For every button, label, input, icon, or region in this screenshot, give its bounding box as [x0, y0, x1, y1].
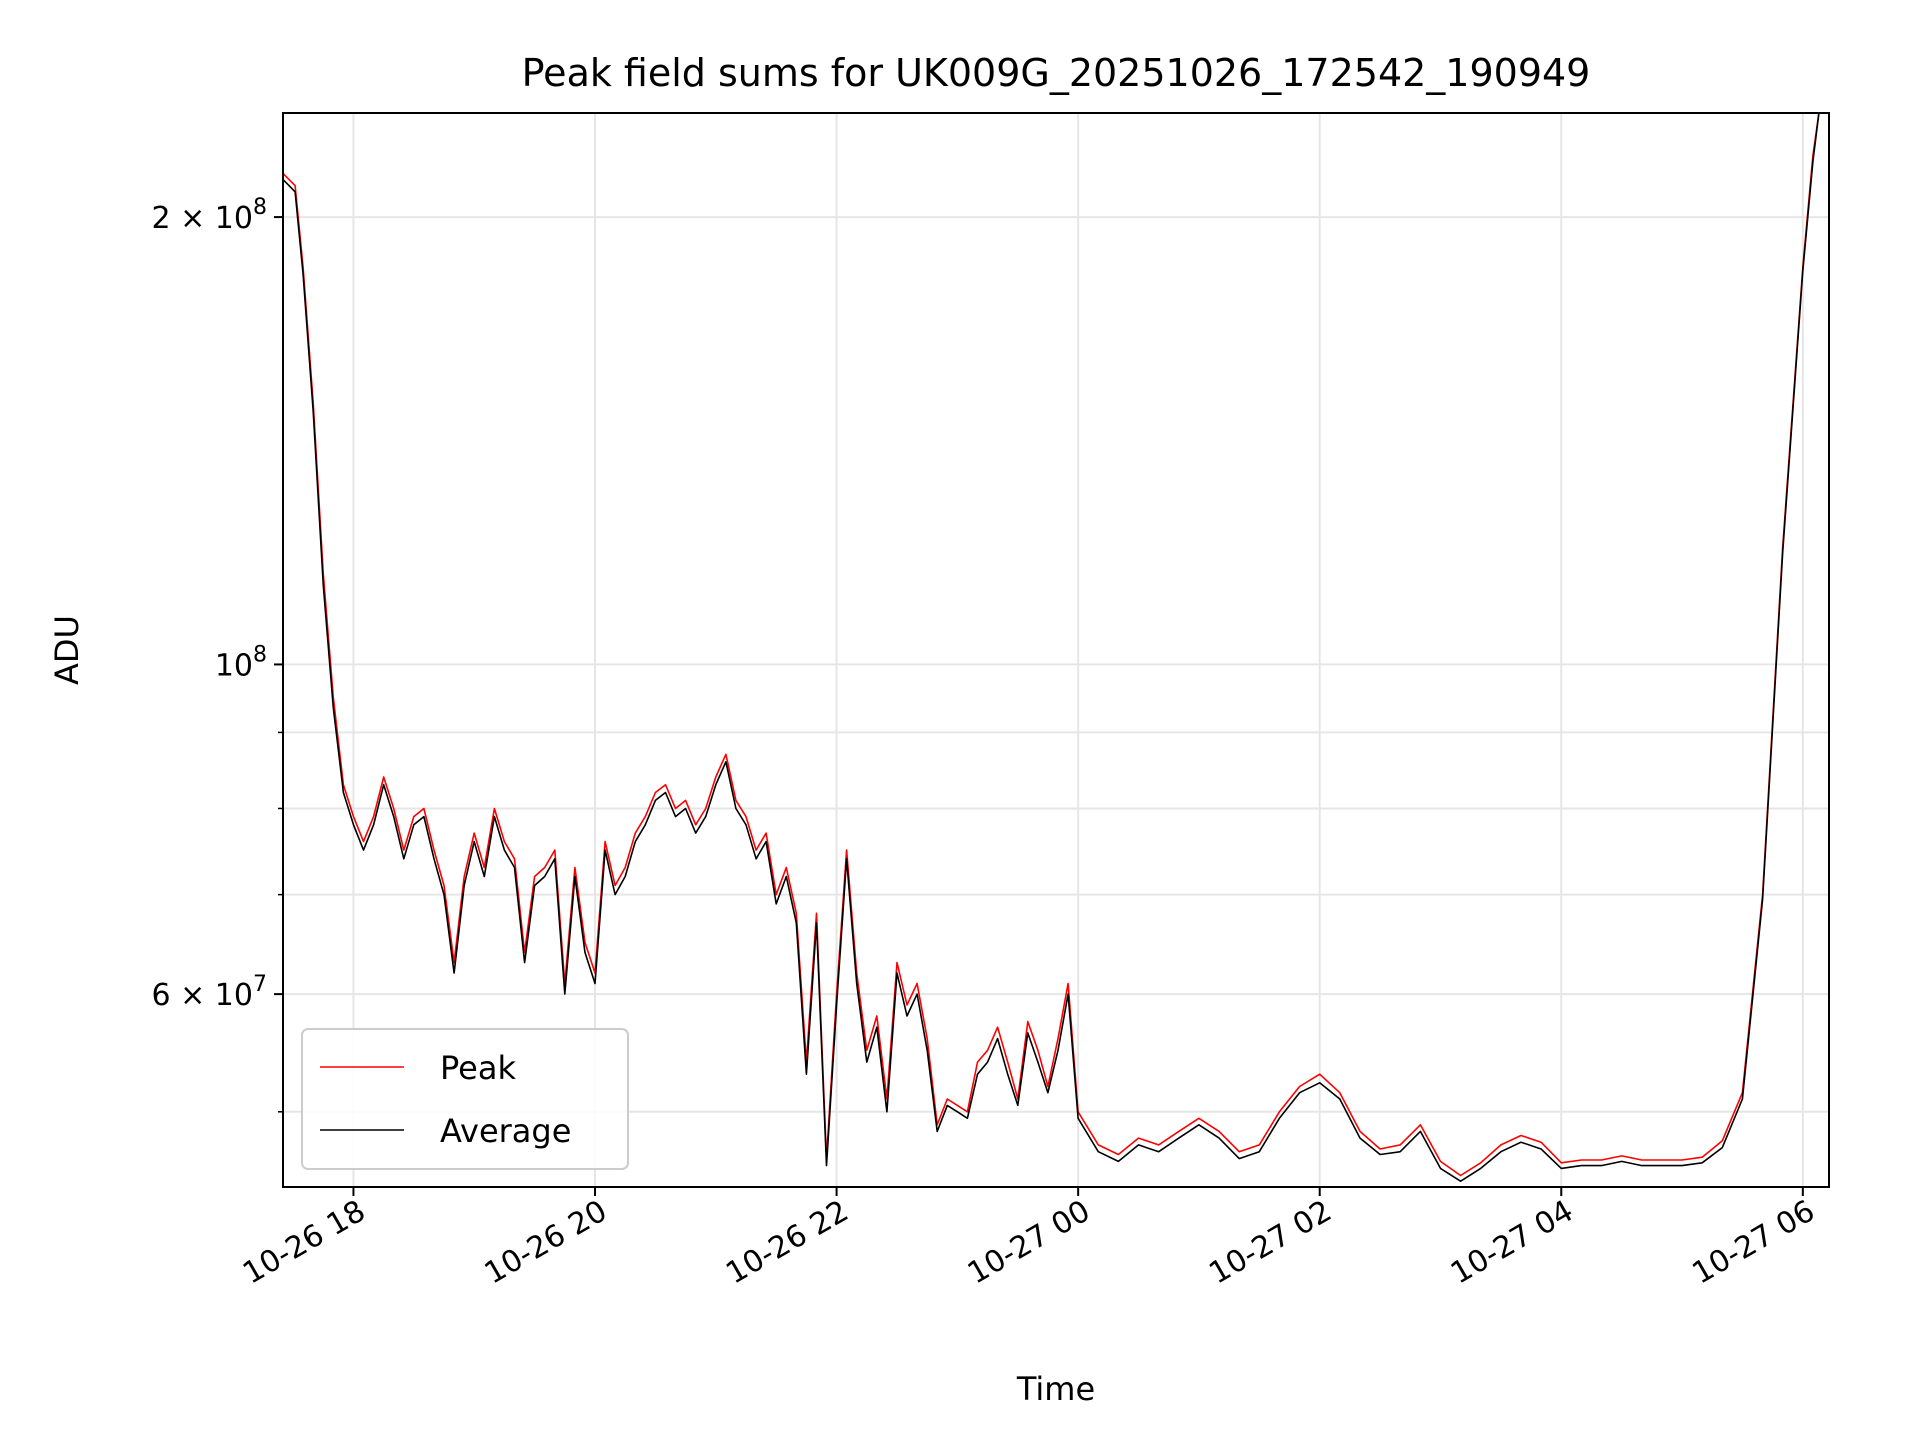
legend-label-average: Average [440, 1112, 571, 1150]
x-axis-title: Time [1016, 1370, 1095, 1408]
y-tick-label-exponent: 8 [253, 642, 267, 667]
y-tick-label-exponent: 7 [253, 972, 267, 997]
y-tick-label: 6 × 107 [152, 972, 267, 1013]
y-tick-label: 2 × 108 [152, 195, 267, 236]
legend: Peak Average [301, 1028, 629, 1170]
series-line-peak [283, 113, 1820, 1177]
legend-box [301, 1028, 629, 1170]
plot-area [283, 113, 1820, 1182]
y-tick-label-base: 10 [215, 648, 253, 683]
y-axis-title: ADU [48, 615, 86, 685]
series-line-average [283, 113, 1820, 1182]
y-tick-label: 108 [215, 642, 267, 683]
chart-title: Peak field sums for UK009G_20251026_1725… [522, 51, 1591, 95]
legend-label-peak: Peak [440, 1049, 516, 1087]
y-tick-label-exponent: 8 [253, 195, 267, 220]
series-layer [283, 113, 1820, 1182]
grid-lines [283, 113, 1829, 1187]
y-tick-label-base: 2 × 10 [152, 201, 253, 236]
y-tick-label-base: 6 × 10 [152, 978, 253, 1013]
plot-frame [282, 112, 1830, 1188]
